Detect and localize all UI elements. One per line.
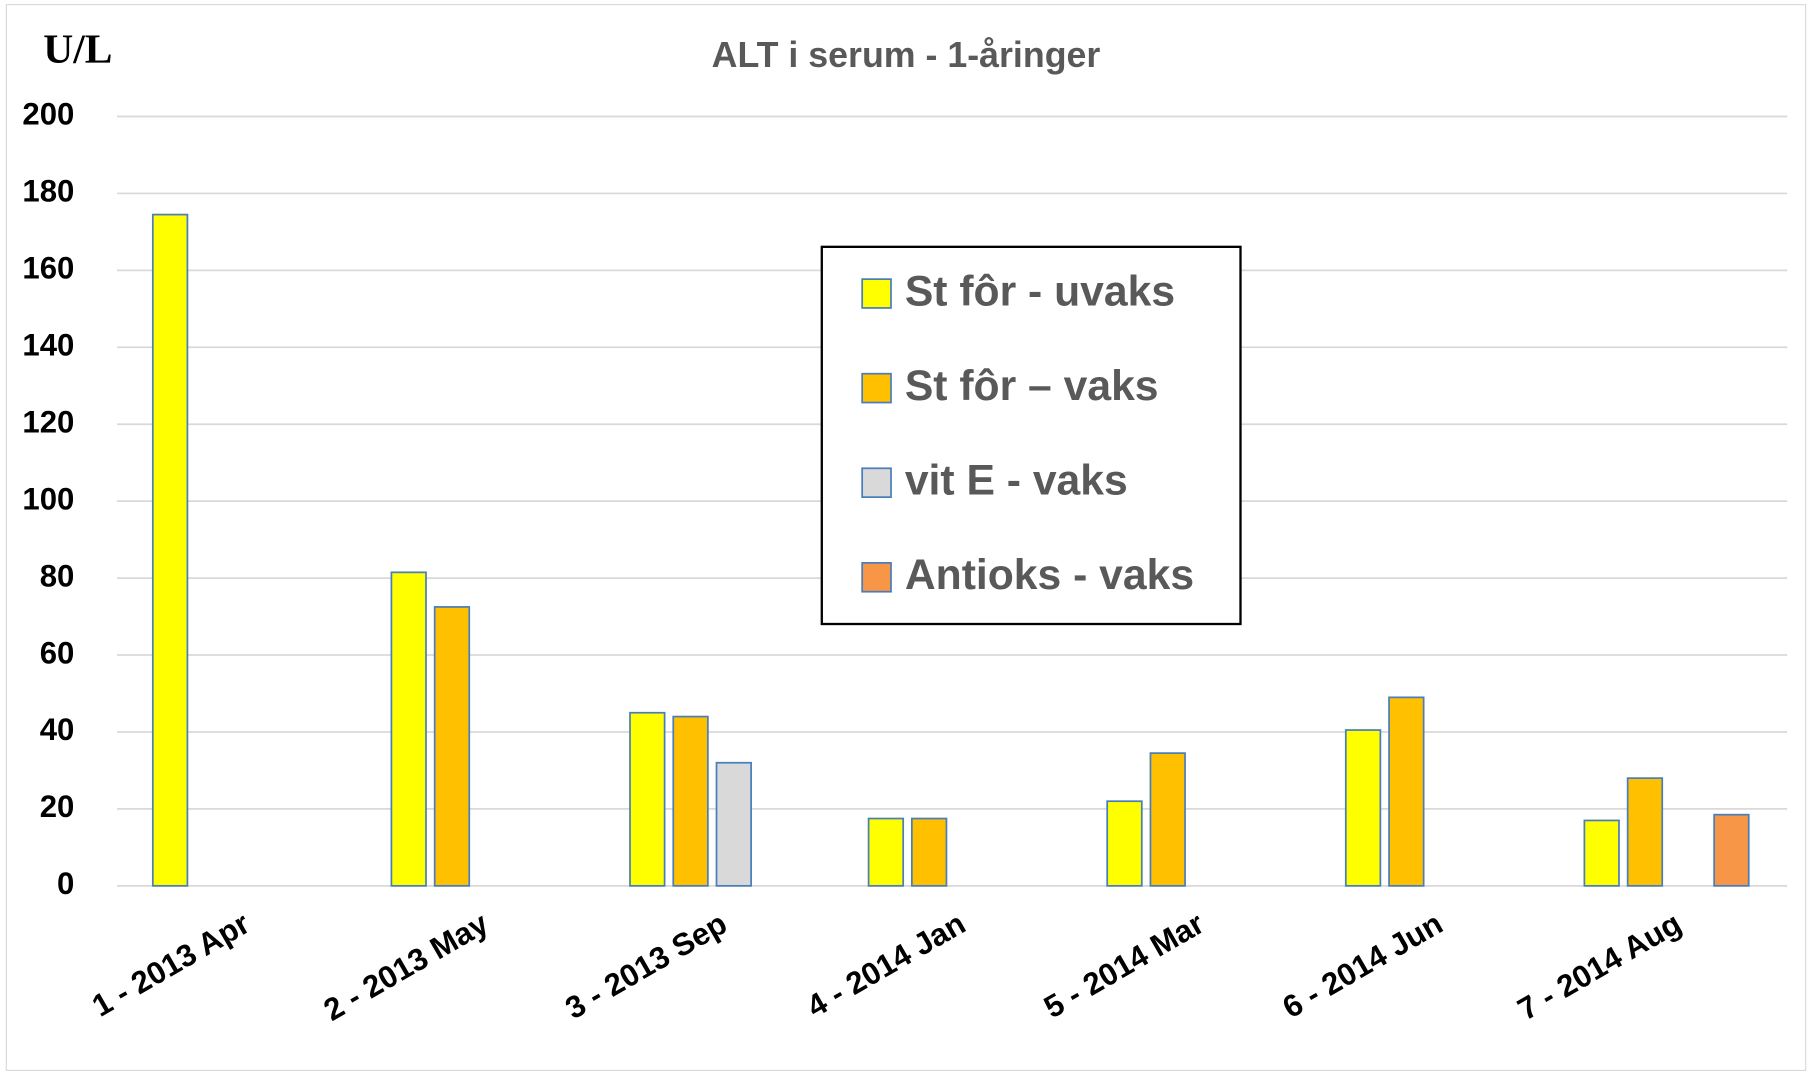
- bar: [1388, 696, 1425, 887]
- bar: [151, 213, 189, 887]
- y-axis-label: U/L: [43, 26, 112, 72]
- y-tick-label: 140: [22, 328, 74, 363]
- legend-box: [820, 245, 1242, 626]
- bar: [1583, 819, 1620, 887]
- bar: [910, 817, 948, 887]
- bar: [672, 715, 709, 887]
- y-tick-label: 160: [22, 251, 74, 286]
- y-tick-label: 0: [57, 866, 74, 901]
- y-tick-label: 80: [40, 558, 75, 593]
- chart-border: [5, 4, 1807, 1071]
- x-tick-label: 5 - 2014 Mar: [1038, 906, 1210, 1025]
- y-tick-label: 180: [22, 174, 74, 209]
- bar: [1626, 777, 1664, 887]
- chart-title: ALT i serum - 1-åringer: [712, 35, 1101, 75]
- legend-label: Antioks - vaks: [905, 551, 1194, 599]
- x-tick-label: 2 - 2013 May: [318, 905, 495, 1027]
- x-tick-label: 7 - 2014 Aug: [1512, 906, 1687, 1027]
- bar: [433, 606, 471, 887]
- legend-swatch: [861, 372, 892, 404]
- legend-swatch: [861, 467, 892, 498]
- legend-swatch: [861, 562, 892, 593]
- x-tick-label: 1 - 2013 Apr: [86, 906, 255, 1024]
- legend-swatch: [861, 278, 892, 309]
- y-tick-label: 100: [22, 481, 74, 516]
- legend-label: vit E - vaks: [905, 457, 1128, 505]
- x-tick-label: 3 - 2013 Sep: [559, 906, 732, 1026]
- legend-label: St fôr – vaks: [905, 362, 1159, 410]
- y-tick-label: 200: [22, 97, 74, 132]
- y-tick-label: 20: [40, 789, 75, 824]
- bar: [390, 571, 427, 887]
- y-tick-label: 120: [22, 404, 74, 439]
- bar: [1106, 800, 1143, 887]
- bar: [867, 817, 905, 887]
- y-tick-label: 40: [40, 712, 75, 747]
- bar: [715, 761, 752, 887]
- x-tick-label: 4 - 2014 Jan: [801, 906, 971, 1025]
- bar: [1713, 813, 1750, 887]
- x-tick-label: 6 - 2014 Jun: [1277, 906, 1449, 1025]
- bar: [629, 711, 666, 887]
- y-tick-label: 60: [40, 635, 75, 670]
- bar: [1149, 752, 1186, 887]
- legend-label: St fôr - uvaks: [905, 267, 1175, 315]
- bar: [1344, 729, 1382, 887]
